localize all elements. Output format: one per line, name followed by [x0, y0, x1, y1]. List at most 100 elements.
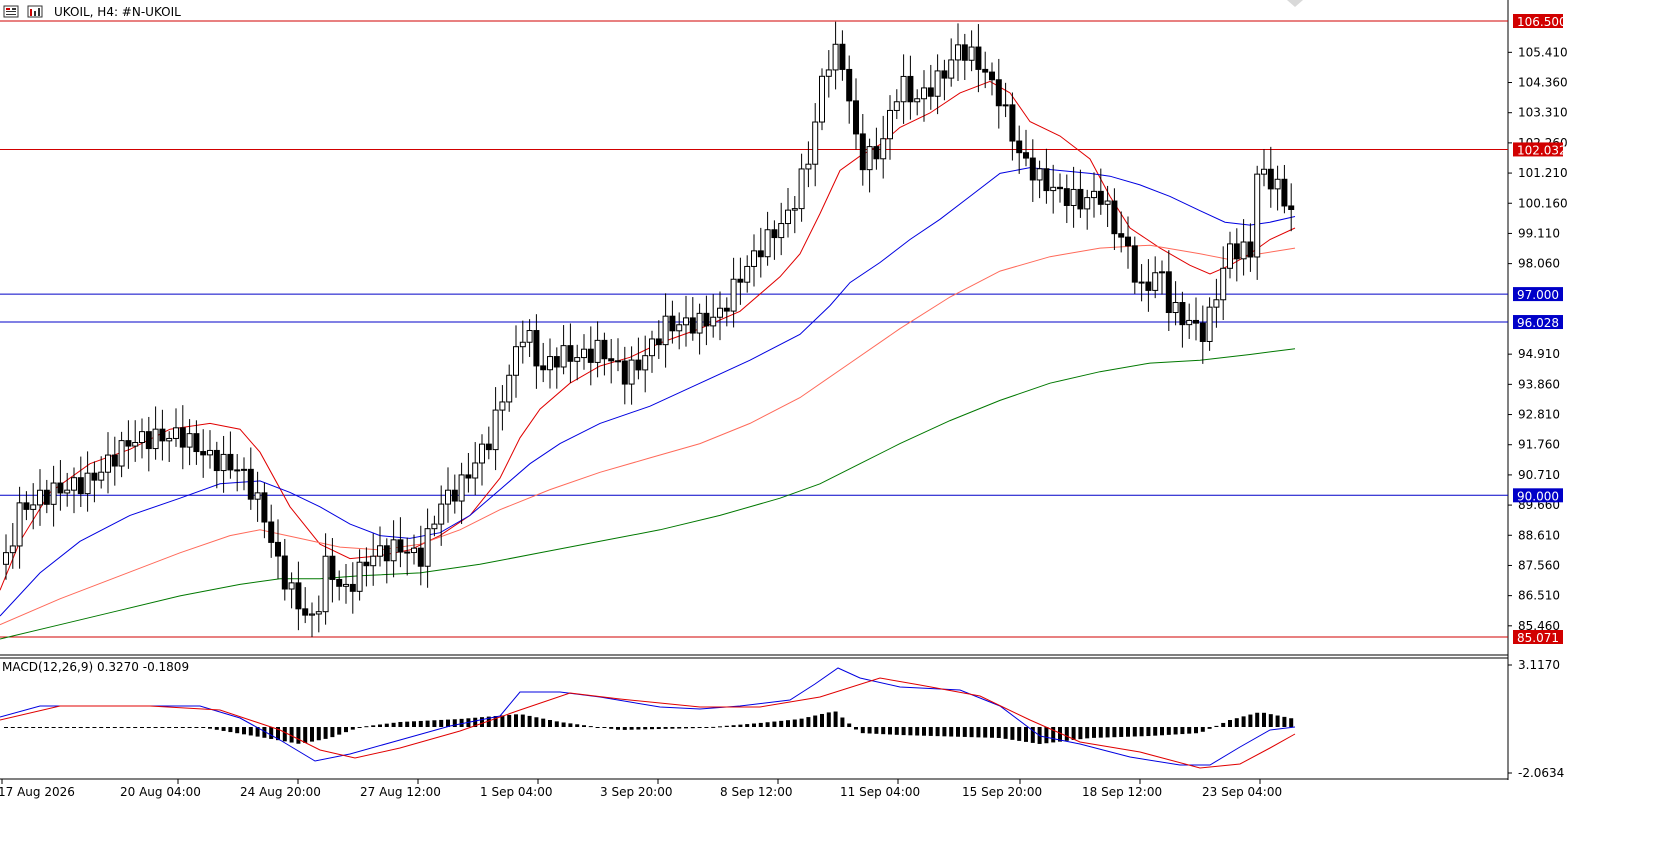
macd-histogram-bar — [1160, 727, 1164, 736]
candle-body — [941, 70, 948, 79]
candle-body — [819, 75, 825, 123]
macd-histogram-bar — [990, 727, 994, 738]
candle-body — [1233, 243, 1240, 260]
candle-body — [968, 46, 975, 61]
candle-body — [281, 555, 288, 590]
candle-body — [207, 449, 213, 456]
candle-body — [662, 315, 669, 346]
macd-histogram-bar — [656, 727, 661, 730]
macd-histogram-bar — [650, 727, 654, 730]
candle-body — [64, 489, 71, 494]
macd-histogram-bar — [901, 727, 906, 736]
price-tick-label: 88.610 — [1518, 528, 1560, 542]
macd-histogram-bar — [1153, 727, 1158, 736]
candle-body — [1274, 178, 1281, 190]
macd-histogram-bar — [792, 719, 797, 727]
macd-histogram-bar — [1132, 727, 1137, 737]
macd-histogram-bar — [1058, 727, 1062, 742]
macd-histogram-bar — [4, 727, 8, 728]
macd-histogram-bar — [248, 727, 253, 736]
candle-body — [1070, 188, 1077, 206]
macd-histogram-bar — [1289, 718, 1294, 727]
candle-body — [649, 338, 655, 357]
price-tick-label: 91.760 — [1518, 438, 1560, 452]
candle-body — [275, 541, 281, 557]
candle-body — [547, 356, 553, 371]
macd-histogram-bar — [378, 724, 382, 727]
candle-body — [526, 330, 533, 343]
candle-body — [363, 561, 370, 567]
macd-histogram-bar — [670, 727, 675, 729]
macd-tick-label: 3.1170 — [1518, 658, 1560, 672]
macd-histogram-bar — [643, 727, 648, 730]
macd-histogram-bar — [935, 727, 940, 737]
candle-body — [927, 87, 934, 97]
macd-histogram-bar — [922, 727, 926, 736]
macd-histogram-bar — [119, 727, 124, 728]
candle-body — [241, 468, 247, 471]
candle-body — [635, 359, 642, 371]
macd-histogram-bar — [928, 727, 933, 736]
candle-body — [533, 330, 540, 367]
macd-histogram-bar — [867, 727, 872, 734]
candle-body — [370, 555, 377, 567]
macd-histogram-bar — [58, 727, 63, 728]
candle-body — [390, 539, 397, 562]
candle-body — [961, 44, 968, 61]
macd-histogram-bar — [840, 717, 845, 727]
candle-body — [349, 583, 356, 592]
macd-histogram-bar — [629, 727, 634, 730]
macd-histogram-bar — [588, 726, 593, 728]
candle-body — [594, 339, 601, 363]
macd-histogram-bar — [507, 714, 512, 727]
macd-histogram-bar — [425, 720, 430, 727]
macd-histogram-bar — [398, 721, 403, 727]
candle-body — [519, 341, 526, 348]
macd-panel — [0, 667, 1296, 769]
candle-body — [152, 428, 159, 450]
candle-body — [1036, 168, 1043, 181]
candle-body — [1165, 271, 1172, 314]
candle-body — [1159, 271, 1165, 274]
candle-body — [336, 578, 343, 587]
candle-body — [57, 482, 64, 494]
macd-histogram-bar — [289, 727, 294, 743]
one-click-trading-icon[interactable] — [1287, 0, 1303, 7]
macd-histogram-bar — [1248, 714, 1253, 727]
candle-body — [1267, 168, 1274, 190]
candle-body — [404, 551, 411, 554]
candle-body — [3, 552, 9, 565]
candle-body — [859, 133, 866, 171]
macd-histogram-bar — [1194, 727, 1198, 734]
candle-body — [397, 539, 404, 553]
macd-histogram-bar — [112, 727, 117, 728]
macd-histogram-bar — [561, 722, 566, 727]
level-tag — [1513, 630, 1563, 644]
candle-body — [832, 43, 839, 71]
macd-histogram-bar — [806, 717, 811, 727]
macd-histogram-bar — [344, 727, 348, 733]
macd-histogram-bar — [663, 727, 668, 729]
macd-histogram-bar — [1085, 727, 1090, 739]
macd-histogram-bar — [1228, 720, 1232, 727]
macd-histogram-bar — [194, 727, 199, 728]
macd-histogram-bar — [208, 727, 212, 729]
candle-body — [1138, 281, 1145, 284]
macd-histogram-bar — [1200, 727, 1205, 732]
candle-body — [125, 440, 132, 447]
macd-histogram-bar — [1180, 727, 1185, 735]
macd-histogram-bar — [799, 718, 804, 727]
candle-body — [268, 521, 275, 543]
macd-histogram-bar — [786, 720, 790, 727]
macd-histogram-bar — [337, 727, 342, 735]
macd-histogram-bar — [969, 727, 974, 738]
candle-body — [846, 68, 853, 102]
candle-body — [159, 428, 166, 442]
price-axis: 105.410104.360103.310102.260101.210100.1… — [1508, 14, 1568, 780]
macd-histogram-bar — [17, 727, 22, 728]
candle-body — [880, 138, 887, 160]
candle-body — [1050, 186, 1057, 192]
candle-body — [1063, 188, 1070, 206]
candle-body — [513, 346, 519, 376]
